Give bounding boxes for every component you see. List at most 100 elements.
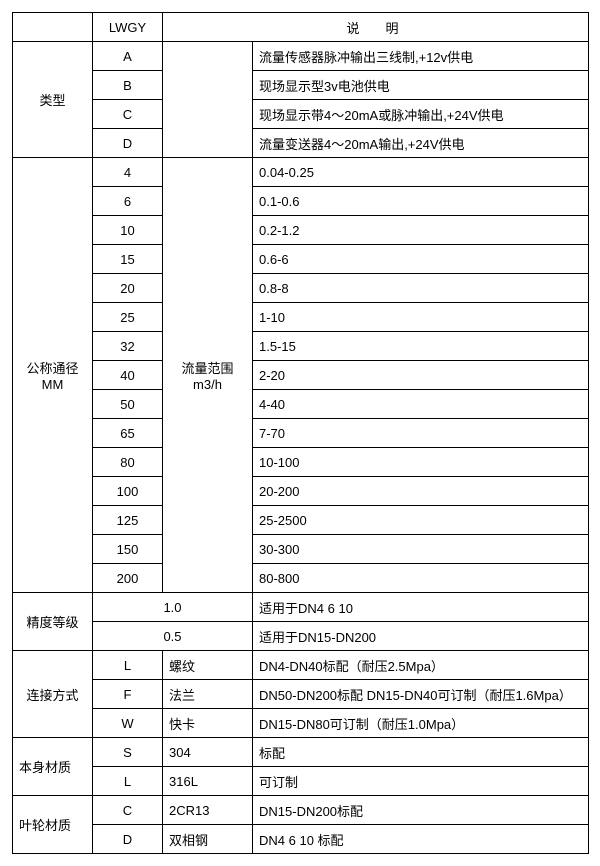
body-material-name: 304 bbox=[163, 738, 253, 767]
type-code: C bbox=[93, 100, 163, 129]
table-row: 150.6-6 bbox=[13, 245, 589, 274]
accuracy-desc: 适用于DN15-DN200 bbox=[253, 622, 589, 651]
impeller-material-name: 双相钢 bbox=[163, 825, 253, 854]
dn-label-line1: 公称通径 bbox=[26, 361, 78, 376]
spec-table: LWGY 说明 类型 A 流量传感器脉冲输出三线制,+12v供电 B 现场显示型… bbox=[12, 12, 589, 854]
table-row: W 快卡 DN15-DN80可订制（耐压1.0Mpa） bbox=[13, 709, 589, 738]
impeller-material-desc: DN15-DN200标配 bbox=[253, 796, 589, 825]
impeller-material-desc: DN4 6 10 标配 bbox=[253, 825, 589, 854]
dn-range: 0.04-0.25 bbox=[253, 158, 589, 187]
dn-value: 125 bbox=[93, 506, 163, 535]
impeller-material-name: 2CR13 bbox=[163, 796, 253, 825]
type-col3-blank bbox=[163, 42, 253, 158]
table-row: LWGY 说明 bbox=[13, 13, 589, 42]
flow-range-label: 流量范围 m3/h bbox=[163, 158, 253, 593]
table-row: B 现场显示型3v电池供电 bbox=[13, 71, 589, 100]
flow-range-line1: 流量范围 bbox=[181, 361, 233, 376]
dn-value: 20 bbox=[93, 274, 163, 303]
table-row: 叶轮材质 C 2CR13 DN15-DN200标配 bbox=[13, 796, 589, 825]
dn-range: 0.6-6 bbox=[253, 245, 589, 274]
table-row: L 316L 可订制 bbox=[13, 767, 589, 796]
dn-value: 50 bbox=[93, 390, 163, 419]
connection-name: 快卡 bbox=[163, 709, 253, 738]
header-lwgy: LWGY bbox=[93, 13, 163, 42]
table-row: 类型 A 流量传感器脉冲输出三线制,+12v供电 bbox=[13, 42, 589, 71]
dn-label: 公称通径 MM bbox=[13, 158, 93, 593]
dn-range: 80-800 bbox=[253, 564, 589, 593]
dn-range: 1.5-15 bbox=[253, 332, 589, 361]
impeller-material-label: 叶轮材质 bbox=[13, 796, 93, 854]
table-row: 0.5 适用于DN15-DN200 bbox=[13, 622, 589, 651]
table-row: 10 0.2-1.2 bbox=[13, 216, 589, 245]
body-material-code: L bbox=[93, 767, 163, 796]
connection-desc: DN15-DN80可订制（耐压1.0Mpa） bbox=[253, 709, 589, 738]
connection-desc: DN4-DN40标配（耐压2.5Mpa） bbox=[253, 651, 589, 680]
type-label: 类型 bbox=[13, 42, 93, 158]
dn-value: 100 bbox=[93, 477, 163, 506]
table-row: 65 7-70 bbox=[13, 419, 589, 448]
dn-range: 10-100 bbox=[253, 448, 589, 477]
dn-range: 2-20 bbox=[253, 361, 589, 390]
connection-desc: DN50-DN200标配 DN15-DN40可订制（耐压1.6Mpa） bbox=[253, 680, 589, 709]
impeller-material-code: D bbox=[93, 825, 163, 854]
header-empty bbox=[13, 13, 93, 42]
connection-code: W bbox=[93, 709, 163, 738]
table-row: 20 0.8-8 bbox=[13, 274, 589, 303]
dn-range: 25-2500 bbox=[253, 506, 589, 535]
body-material-desc: 可订制 bbox=[253, 767, 589, 796]
dn-range: 0.8-8 bbox=[253, 274, 589, 303]
table-row: C 现场显示带4～20mA或脉冲输出,+24V供电 bbox=[13, 100, 589, 129]
connection-code: L bbox=[93, 651, 163, 680]
table-row: D 双相钢 DN4 6 10 标配 bbox=[13, 825, 589, 854]
dn-value: 40 bbox=[93, 361, 163, 390]
dn-value: 6 bbox=[93, 187, 163, 216]
type-code: D bbox=[93, 129, 163, 158]
dn-value: 10 bbox=[93, 216, 163, 245]
table-row: 32 1.5-15 bbox=[13, 332, 589, 361]
connection-code: F bbox=[93, 680, 163, 709]
accuracy-value: 1.0 bbox=[93, 593, 253, 622]
connection-name: 法兰 bbox=[163, 680, 253, 709]
body-material-desc: 标配 bbox=[253, 738, 589, 767]
type-desc: 流量传感器脉冲输出三线制,+12v供电 bbox=[253, 42, 589, 71]
table-row: F 法兰 DN50-DN200标配 DN15-DN40可订制（耐压1.6Mpa） bbox=[13, 680, 589, 709]
dn-value: 65 bbox=[93, 419, 163, 448]
table-row: 连接方式 L 螺纹 DN4-DN40标配（耐压2.5Mpa） bbox=[13, 651, 589, 680]
dn-value: 32 bbox=[93, 332, 163, 361]
table-row: 125 25-2500 bbox=[13, 506, 589, 535]
body-material-name: 316L bbox=[163, 767, 253, 796]
table-row: 8010-100 bbox=[13, 448, 589, 477]
body-material-label: 本身材质 bbox=[13, 738, 93, 796]
dn-range: 4-40 bbox=[253, 390, 589, 419]
dn-value: 150 bbox=[93, 535, 163, 564]
dn-value: 4 bbox=[93, 158, 163, 187]
table-row: 6 0.1-0.6 bbox=[13, 187, 589, 216]
dn-range: 0.1-0.6 bbox=[253, 187, 589, 216]
dn-label-line2: MM bbox=[42, 377, 64, 392]
table-row: 本身材质 S 304 标配 bbox=[13, 738, 589, 767]
table-row: D 流量变送器4～20mA输出,+24V供电 bbox=[13, 129, 589, 158]
header-description: 说明 bbox=[163, 13, 589, 42]
dn-range: 7-70 bbox=[253, 419, 589, 448]
dn-value: 25 bbox=[93, 303, 163, 332]
dn-range: 20-200 bbox=[253, 477, 589, 506]
type-code: B bbox=[93, 71, 163, 100]
body-material-code: S bbox=[93, 738, 163, 767]
table-row: 150 30-300 bbox=[13, 535, 589, 564]
flow-range-line2: m3/h bbox=[193, 377, 222, 392]
table-row: 100 20-200 bbox=[13, 477, 589, 506]
dn-range: 1-10 bbox=[253, 303, 589, 332]
connection-label: 连接方式 bbox=[13, 651, 93, 738]
type-desc: 现场显示带4～20mA或脉冲输出,+24V供电 bbox=[253, 100, 589, 129]
table-row: 精度等级 1.0 适用于DN4 6 10 bbox=[13, 593, 589, 622]
type-code: A bbox=[93, 42, 163, 71]
type-desc: 现场显示型3v电池供电 bbox=[253, 71, 589, 100]
accuracy-desc: 适用于DN4 6 10 bbox=[253, 593, 589, 622]
table-row: 25 1-10 bbox=[13, 303, 589, 332]
table-row: 200 80-800 bbox=[13, 564, 589, 593]
impeller-material-code: C bbox=[93, 796, 163, 825]
dn-value: 200 bbox=[93, 564, 163, 593]
dn-range: 0.2-1.2 bbox=[253, 216, 589, 245]
dn-range: 30-300 bbox=[253, 535, 589, 564]
connection-name: 螺纹 bbox=[163, 651, 253, 680]
